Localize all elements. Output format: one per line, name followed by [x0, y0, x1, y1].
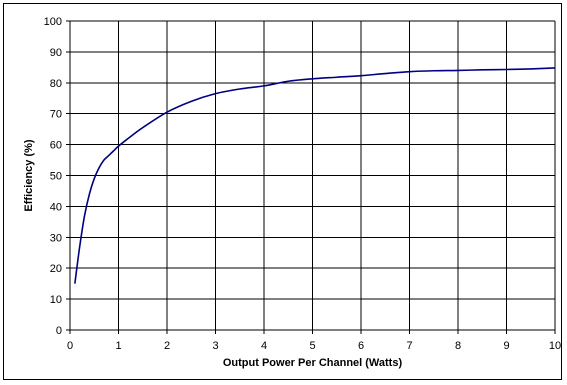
y-axis-title: Efficiency (%)	[23, 139, 35, 211]
y-tick-label: 40	[50, 201, 62, 213]
axes	[66, 20, 556, 334]
x-axis-title: Output Power Per Channel (Watts)	[223, 357, 403, 369]
y-tick-label: 70	[50, 109, 62, 121]
x-tick-label: 8	[455, 340, 461, 352]
y-tick-label: 0	[56, 325, 62, 337]
x-tick-label: 1	[115, 340, 121, 352]
x-tick-label: 6	[358, 340, 364, 352]
x-tick-label: 2	[164, 340, 170, 352]
x-tick-label: 9	[503, 340, 509, 352]
y-tick-label: 100	[44, 16, 62, 28]
y-tick-label: 80	[50, 78, 62, 90]
x-tick-label: 10	[549, 340, 561, 352]
grid-lines	[69, 20, 556, 331]
x-tick-label: 3	[212, 340, 218, 352]
y-tick-label: 30	[50, 232, 62, 244]
x-tick-label: 5	[309, 340, 315, 352]
y-tick-label: 60	[50, 140, 62, 152]
y-tick-label: 90	[50, 47, 62, 59]
y-tick-label: 20	[50, 263, 62, 275]
y-tick-label: 50	[50, 171, 62, 183]
x-tick-label: 0	[67, 340, 73, 352]
y-tick-label: 10	[50, 294, 62, 306]
series-layer	[74, 67, 556, 284]
x-tick-label: 7	[406, 340, 412, 352]
tick-labels: 0 10 20 30 40 50 60 70 80 90 100 0 1 2 3 4 5 6 7 8 9 10	[44, 16, 561, 352]
efficiency-curve	[74, 67, 556, 284]
x-tick-label: 4	[261, 340, 267, 352]
